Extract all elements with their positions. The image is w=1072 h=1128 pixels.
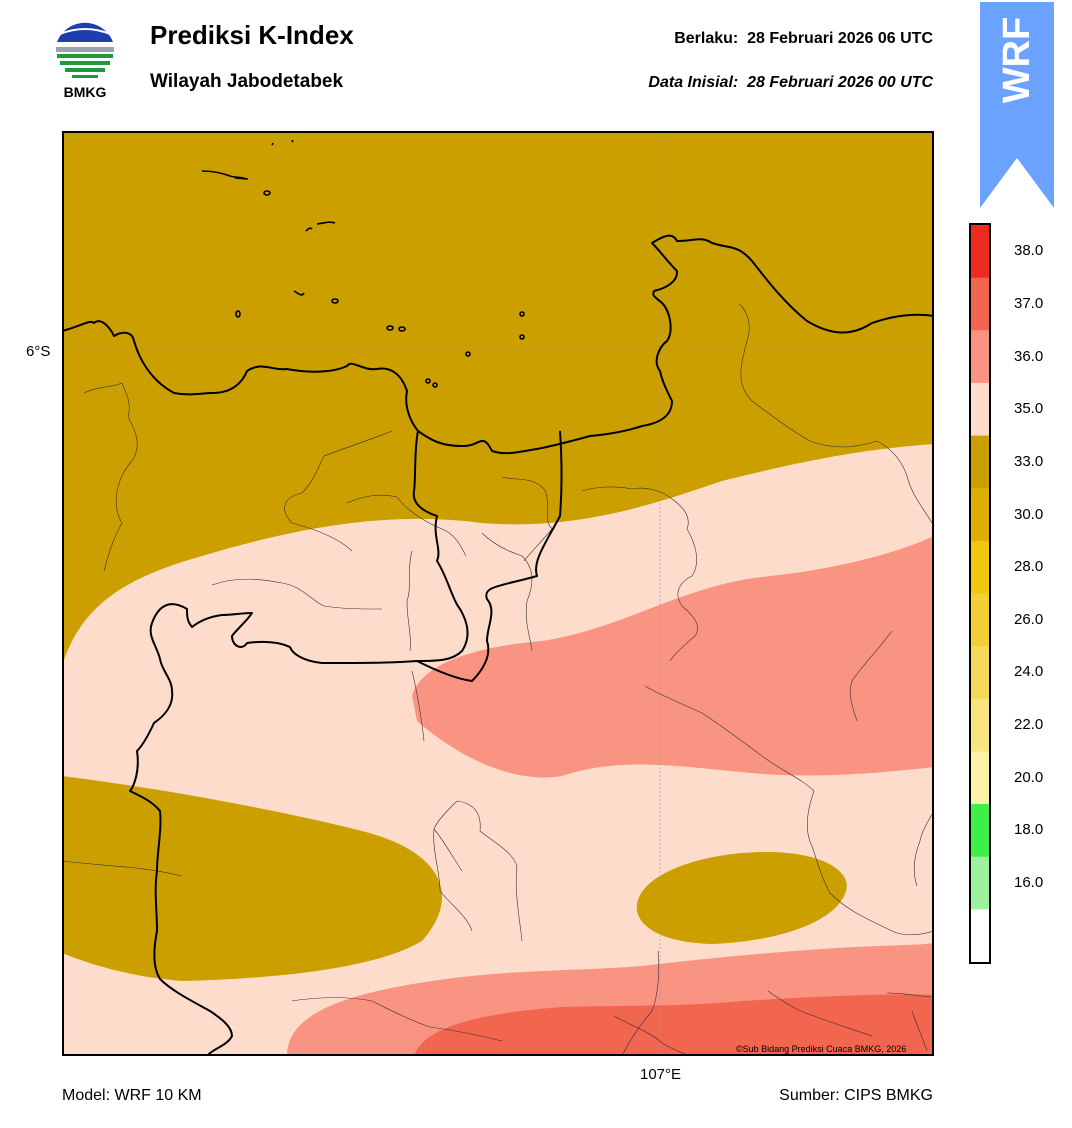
logo-text: BMKG xyxy=(63,84,107,100)
contour-33-35-east-lobe xyxy=(636,851,847,944)
colorbar-segment xyxy=(971,277,989,331)
bmkg-logo-icon xyxy=(55,22,115,82)
colorbar-tick-label: 38.0 xyxy=(1014,242,1044,260)
wrf-badge: WRF xyxy=(980,2,1054,208)
colorbar-tick-label: 20.0 xyxy=(1014,768,1044,786)
page-subtitle: Wilayah Jabodetabek xyxy=(150,71,344,92)
init-time: Data Inisial: 28 Februari 2026 00 UTC xyxy=(648,74,933,92)
colorbar-segment xyxy=(971,646,989,700)
valid-label: Berlaku: xyxy=(674,30,739,47)
model-label: Model: WRF 10 KM xyxy=(62,1087,202,1104)
colorbar-segment xyxy=(971,698,989,752)
page-title: Prediksi K-Index xyxy=(150,20,354,50)
colorbar-tick-label: 18.0 xyxy=(1014,821,1044,839)
colorbar-segment xyxy=(971,909,989,963)
colorbar-tick-label: 24.0 xyxy=(1014,663,1044,681)
colorbar-tick-label: 26.0 xyxy=(1014,610,1044,628)
colorbar-segment xyxy=(971,225,989,279)
colorbar-segment xyxy=(971,804,989,858)
valid-time-value: 28 Februari 2026 06 UTC xyxy=(747,30,933,47)
colorbar-segment xyxy=(971,435,989,489)
colorbar-tick-label: 28.0 xyxy=(1014,558,1044,576)
longitude-label: 107°E xyxy=(640,1066,682,1083)
copyright-credit: ©Sub Bidang Prediksi Cuaca BMKG, 2026 xyxy=(736,1044,907,1054)
thousand-islands xyxy=(201,139,525,388)
k-index-map xyxy=(62,131,934,1056)
bmkg-logo: BMKG xyxy=(52,20,118,102)
init-label: Data Inisial: xyxy=(648,74,739,91)
colorbar-tick-label: 16.0 xyxy=(1014,874,1044,892)
colorbar-tick-label: 37.0 xyxy=(1014,294,1044,312)
colorbar-tick-label: 33.0 xyxy=(1014,452,1044,470)
map-frame xyxy=(62,131,934,1056)
colorbar-tick-label: 22.0 xyxy=(1014,716,1044,734)
latitude-label: 6°S xyxy=(26,343,51,360)
source-label: Sumber: CIPS BMKG xyxy=(779,1087,933,1104)
colorbar-segment xyxy=(971,330,989,384)
province-boundaries xyxy=(62,234,934,1056)
colorbar-segment xyxy=(971,540,989,594)
colorbar-tick-label: 30.0 xyxy=(1014,505,1044,523)
colorbar-tick-label: 36.0 xyxy=(1014,347,1044,365)
valid-time: Berlaku: 28 Februari 2026 06 UTC xyxy=(674,30,933,48)
colorbar-segment xyxy=(971,751,989,805)
colorbar-frame xyxy=(969,223,991,964)
init-time-value: 28 Februari 2026 00 UTC xyxy=(747,74,933,91)
colorbar-segment xyxy=(971,488,989,542)
colorbar-segment xyxy=(971,382,989,437)
colorbar xyxy=(969,223,991,964)
colorbar-segment xyxy=(971,856,989,910)
colorbar-tick-label: 35.0 xyxy=(1014,400,1044,418)
wrf-badge-text: WRF xyxy=(996,17,1038,104)
colorbar-segment xyxy=(971,593,989,647)
contour-37-38-south xyxy=(414,994,934,1056)
regency-boundaries xyxy=(62,303,934,1056)
